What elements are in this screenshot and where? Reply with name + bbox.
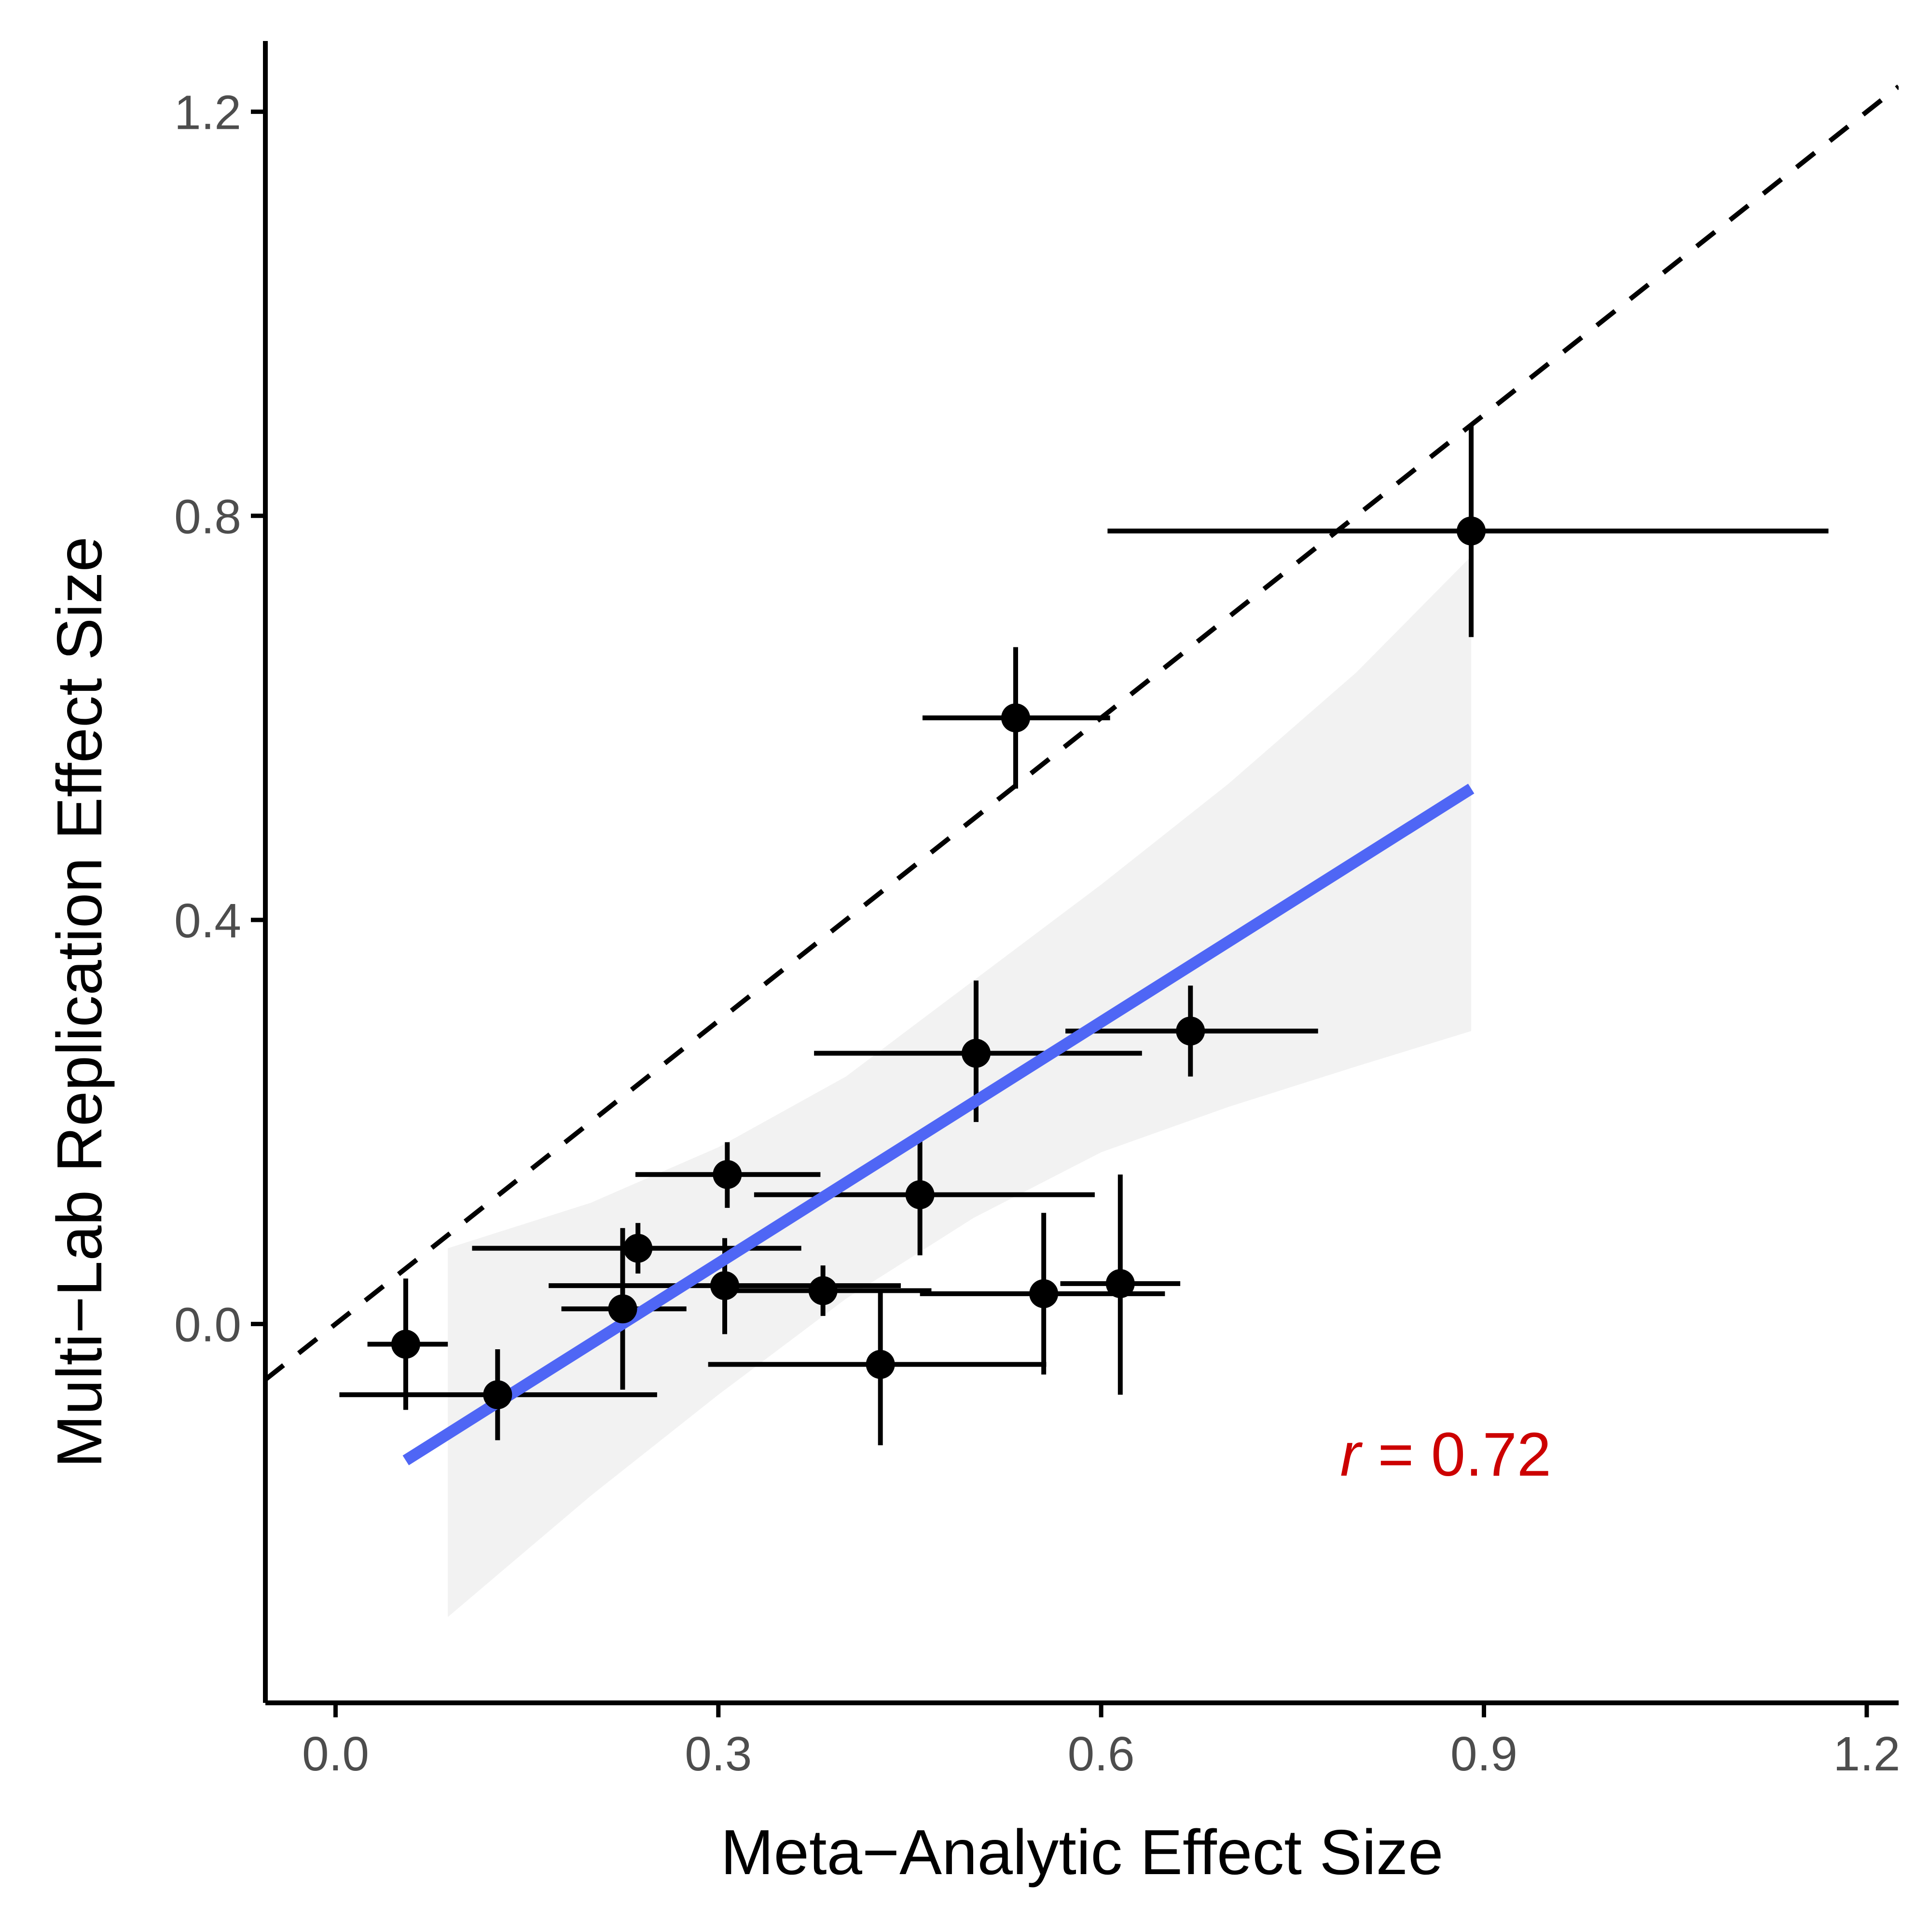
x-axis-title: Meta−Analytic Effect Size [721,1817,1444,1888]
x-tick-label: 0.9 [1450,1727,1517,1781]
correlation-annotation: r = 0.72 [1340,1420,1551,1489]
data-point [1457,516,1486,546]
regression-fit-line [402,783,1475,1466]
data-point [391,1329,420,1359]
data-point [623,1233,653,1263]
data-point [483,1380,512,1410]
x-tick-label: 0.3 [685,1727,752,1781]
x-tick-label: 0.0 [302,1727,369,1781]
identity-reference-line [265,84,1899,1382]
x-tick-label: 0.6 [1068,1727,1135,1781]
data-point [608,1294,637,1324]
y-tick-label: 0.4 [174,894,241,948]
y-axis-title: Multi−Lab Replication Effect Size [44,536,115,1468]
data-point [905,1180,935,1209]
data-point [962,1039,991,1068]
data-point [1001,703,1030,733]
data-point [1029,1279,1059,1308]
correlation-symbol: r [1340,1420,1363,1489]
data-point [710,1271,740,1301]
y-tick-label: 1.2 [174,86,241,140]
y-tick-label: 0.8 [174,490,241,544]
data-point [713,1160,742,1189]
confidence-band [448,556,1472,1617]
plot-panel [265,84,1899,1617]
correlation-value: = 0.72 [1361,1420,1551,1489]
data-point [1176,1016,1205,1046]
data-point [1105,1269,1135,1298]
data-point [808,1276,838,1305]
y-tick-label: 0.0 [174,1298,241,1352]
x-tick-label: 1.2 [1833,1727,1900,1781]
data-point [866,1350,895,1379]
